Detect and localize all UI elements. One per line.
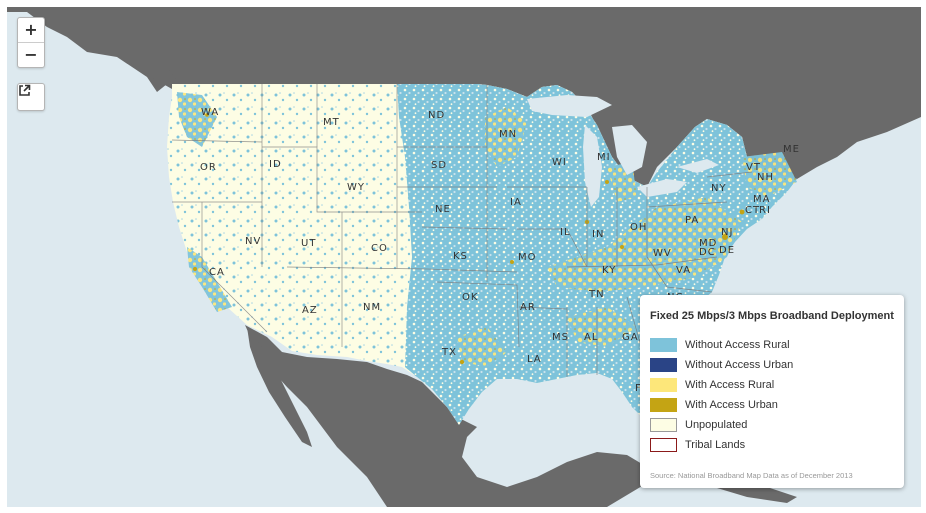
state-label-mi: MI: [597, 152, 611, 163]
map-legend: Fixed 25 Mbps/3 Mbps Broadband Deploymen…: [640, 295, 904, 488]
state-label-al: AL: [584, 332, 599, 343]
state-label-va: VA: [676, 265, 692, 276]
state-label-ut: UT: [301, 238, 317, 249]
state-label-az: AZ: [302, 305, 318, 316]
state-label-wi: WI: [552, 157, 567, 168]
external-link-icon: [19, 84, 31, 96]
state-label-ca: CA: [209, 267, 225, 278]
legend-swatch: [650, 358, 677, 372]
state-label-md: MD: [699, 238, 718, 249]
state-label-ny: NY: [711, 183, 727, 194]
state-label-nj: NJ: [721, 227, 734, 238]
canada-landmass: [7, 7, 921, 187]
state-label-ia: IA: [510, 197, 522, 208]
state-borders: [171, 84, 753, 377]
state-label-il: IL: [560, 227, 571, 238]
state-label-ky: KY: [602, 265, 617, 276]
state-label-nd: ND: [428, 110, 446, 121]
legend-label: Without Access Urban: [685, 359, 794, 371]
state-label-or: OR: [200, 162, 217, 173]
state-label-nm: NM: [363, 302, 382, 313]
state-label-wv: WV: [653, 248, 672, 259]
state-label-mt: MT: [323, 117, 340, 128]
state-label-tx: TX: [442, 347, 457, 358]
state-label-tn: TN: [589, 289, 605, 300]
legend-swatch: [650, 378, 677, 392]
state-label-de: DE: [719, 245, 736, 256]
legend-item: Unpopulated: [650, 417, 747, 433]
state-label-la: LA: [527, 354, 542, 365]
state-label-pa: PA: [685, 215, 700, 226]
legend-swatch: [650, 418, 677, 432]
state-label-ga: GA: [622, 332, 639, 343]
state-label-id: ID: [269, 159, 282, 170]
state-label-ks: KS: [453, 251, 468, 262]
state-label-mo: MO: [518, 252, 537, 263]
legend-label: With Access Urban: [685, 399, 778, 411]
legend-item: With Access Rural: [650, 377, 774, 393]
legend-label: Without Access Rural: [685, 339, 790, 351]
legend-item: Without Access Rural: [650, 337, 790, 353]
state-label-vt: VT: [746, 162, 761, 173]
broadband-map[interactable]: + − WA OR CA ID NV MT WY UT AZ CO NM ND SD NE KS OK TX MN…: [7, 7, 921, 507]
legend-swatch: [650, 438, 677, 452]
legend-item: Without Access Urban: [650, 357, 793, 373]
with-access-urban-spots: [193, 113, 745, 365]
state-label-nv: NV: [245, 236, 262, 247]
state-label-me: ME: [783, 144, 800, 155]
state-label-ar: AR: [520, 302, 536, 313]
external-link-button[interactable]: [17, 83, 45, 111]
state-label-ct: CT: [745, 205, 761, 216]
state-label-wa: WA: [201, 107, 220, 118]
legend-source: Source: National Broadband Map Data as o…: [650, 471, 853, 480]
legend-label: Unpopulated: [685, 419, 748, 431]
state-label-dc: DC: [699, 247, 716, 258]
mexico-landmass: [245, 325, 657, 507]
state-label-nh: NH: [757, 172, 774, 183]
baja-peninsula: [247, 327, 312, 447]
legend-label: Tribal Lands: [685, 439, 746, 451]
state-label-ne: NE: [435, 204, 451, 215]
state-label-ri: RI: [759, 205, 771, 216]
legend-swatch: [650, 398, 677, 412]
legend-title: Fixed 25 Mbps/3 Mbps Broadband Deploymen…: [650, 310, 894, 322]
map-canvas: [7, 7, 921, 507]
state-label-in: IN: [592, 229, 605, 240]
state-label-ma: MA: [753, 194, 771, 205]
state-label-ok: OK: [462, 292, 479, 303]
legend-label: With Access Rural: [685, 379, 775, 391]
state-label-wy: WY: [347, 182, 365, 193]
vancouver-island: [125, 47, 182, 89]
great-lakes: [527, 95, 719, 207]
legend-swatch: [650, 338, 677, 352]
legend-item: With Access Urban: [650, 397, 778, 413]
state-label-co: CO: [371, 243, 388, 254]
state-label-mn: MN: [499, 129, 518, 140]
zoom-out-button[interactable]: −: [18, 42, 44, 67]
legend-item: Tribal Lands: [650, 437, 745, 453]
zoom-in-button[interactable]: +: [24, 20, 38, 39]
state-label-sd: SD: [431, 160, 448, 171]
zoom-control: + −: [17, 17, 45, 68]
state-label-oh: OH: [630, 222, 648, 233]
state-label-ms: MS: [552, 332, 569, 343]
with-access-areas: [177, 92, 797, 367]
